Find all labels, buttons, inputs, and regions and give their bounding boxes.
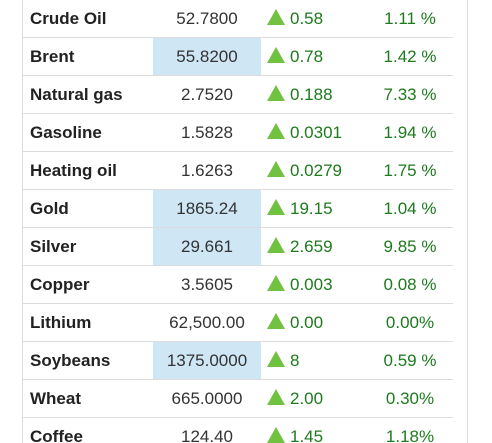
commodities-panel: Crude Oil 52.7800 0.58 1.11 % Brent 55.8200 0.… <box>22 0 468 443</box>
commodity-percent-change: 0.00% <box>367 303 453 342</box>
commodity-name[interactable]: Copper <box>23 265 153 304</box>
triangle-up-icon <box>267 236 285 253</box>
commodity-name[interactable]: Silver <box>23 227 153 266</box>
commodity-percent-change: 1.18% <box>367 417 453 443</box>
table-row[interactable]: Lithium 62,500.00 0.00 0.00% <box>23 303 453 342</box>
commodity-price: 1375.0000 <box>153 341 261 380</box>
commodity-change-value: 0.78 <box>290 46 324 66</box>
table-row[interactable]: Gold 1865.24 19.15 1.04 % <box>23 189 453 228</box>
commodities-table-body: Crude Oil 52.7800 0.58 1.11 % Brent 55.8200 0.… <box>23 0 453 443</box>
commodity-name[interactable]: Soybeans <box>23 341 153 380</box>
table-row[interactable]: Coffee 124.40 1.45 1.18% <box>23 417 453 443</box>
commodity-change-value: 0.58 <box>290 8 324 28</box>
commodity-change-value: 0.188 <box>290 84 333 104</box>
table-row[interactable]: Soybeans 1375.0000 8 0.59 % <box>23 341 453 380</box>
commodity-change-value: 2.00 <box>290 388 324 408</box>
commodity-price: 52.7800 <box>153 0 261 38</box>
commodities-table: Crude Oil 52.7800 0.58 1.11 % Brent 55.8200 0.… <box>23 0 453 443</box>
commodity-change: 0.0301 <box>261 113 367 152</box>
commodity-percent-change: 1.11 % <box>367 0 453 38</box>
commodity-percent-change: 7.33 % <box>367 75 453 114</box>
table-row[interactable]: Copper 3.5605 0.003 0.08 % <box>23 265 453 304</box>
commodity-price: 3.5605 <box>153 265 261 304</box>
commodity-price: 1.6263 <box>153 151 261 190</box>
commodity-price: 124.40 <box>153 417 261 443</box>
commodity-name[interactable]: Brent <box>23 37 153 76</box>
commodity-change: 0.00 <box>261 303 367 342</box>
commodity-change-value: 0.0301 <box>290 122 342 142</box>
triangle-up-icon <box>267 350 285 367</box>
commodity-price: 62,500.00 <box>153 303 261 342</box>
commodity-percent-change: 1.04 % <box>367 189 453 228</box>
commodity-percent-change: 0.30% <box>367 379 453 418</box>
triangle-up-icon <box>267 46 285 63</box>
commodity-change-value: 19.15 <box>290 198 333 218</box>
commodity-price: 2.7520 <box>153 75 261 114</box>
commodity-percent-change: 1.42 % <box>367 37 453 76</box>
triangle-up-icon <box>267 160 285 177</box>
triangle-up-icon <box>267 426 285 443</box>
commodity-percent-change: 1.75 % <box>367 151 453 190</box>
commodity-name[interactable]: Gold <box>23 189 153 228</box>
table-row[interactable]: Heating oil 1.6263 0.0279 1.75 % <box>23 151 453 190</box>
table-row[interactable]: Wheat 665.0000 2.00 0.30% <box>23 379 453 418</box>
triangle-up-icon <box>267 122 285 139</box>
commodity-change-value: 1.45 <box>290 426 324 443</box>
commodity-percent-change: 9.85 % <box>367 227 453 266</box>
commodity-change: 0.78 <box>261 37 367 76</box>
commodity-change: 19.15 <box>261 189 367 228</box>
commodity-change-value: 0.00 <box>290 312 324 332</box>
commodity-change: 8 <box>261 341 367 380</box>
commodity-price: 1865.24 <box>153 189 261 228</box>
triangle-up-icon <box>267 84 285 101</box>
table-row[interactable]: Natural gas 2.7520 0.188 7.33 % <box>23 75 453 114</box>
commodity-change: 1.45 <box>261 417 367 443</box>
triangle-up-icon <box>267 388 285 405</box>
table-row[interactable]: Brent 55.8200 0.78 1.42 % <box>23 37 453 76</box>
commodity-change: 2.659 <box>261 227 367 266</box>
table-row[interactable]: Crude Oil 52.7800 0.58 1.11 % <box>23 0 453 38</box>
commodity-name[interactable]: Gasoline <box>23 113 153 152</box>
commodity-price: 1.5828 <box>153 113 261 152</box>
commodity-name[interactable]: Lithium <box>23 303 153 342</box>
commodity-change: 2.00 <box>261 379 367 418</box>
table-row[interactable]: Silver 29.661 2.659 9.85 % <box>23 227 453 266</box>
table-row[interactable]: Gasoline 1.5828 0.0301 1.94 % <box>23 113 453 152</box>
commodity-percent-change: 1.94 % <box>367 113 453 152</box>
commodity-change: 0.0279 <box>261 151 367 190</box>
commodity-name[interactable]: Crude Oil <box>23 0 153 38</box>
commodity-change-value: 2.659 <box>290 236 333 256</box>
commodity-price: 29.661 <box>153 227 261 266</box>
commodity-change: 0.188 <box>261 75 367 114</box>
commodity-change-value: 0.003 <box>290 274 333 294</box>
commodity-percent-change: 0.59 % <box>367 341 453 380</box>
commodity-price: 55.8200 <box>153 37 261 76</box>
triangle-up-icon <box>267 8 285 25</box>
triangle-up-icon <box>267 274 285 291</box>
commodity-name[interactable]: Natural gas <box>23 75 153 114</box>
commodity-change-value: 0.0279 <box>290 160 342 180</box>
commodity-price: 665.0000 <box>153 379 261 418</box>
commodity-name[interactable]: Coffee <box>23 417 153 443</box>
commodity-change: 0.58 <box>261 0 367 38</box>
commodity-name[interactable]: Heating oil <box>23 151 153 190</box>
triangle-up-icon <box>267 198 285 215</box>
triangle-up-icon <box>267 312 285 329</box>
commodity-change: 0.003 <box>261 265 367 304</box>
commodity-percent-change: 0.08 % <box>367 265 453 304</box>
commodity-change-value: 8 <box>290 350 300 370</box>
commodity-name[interactable]: Wheat <box>23 379 153 418</box>
